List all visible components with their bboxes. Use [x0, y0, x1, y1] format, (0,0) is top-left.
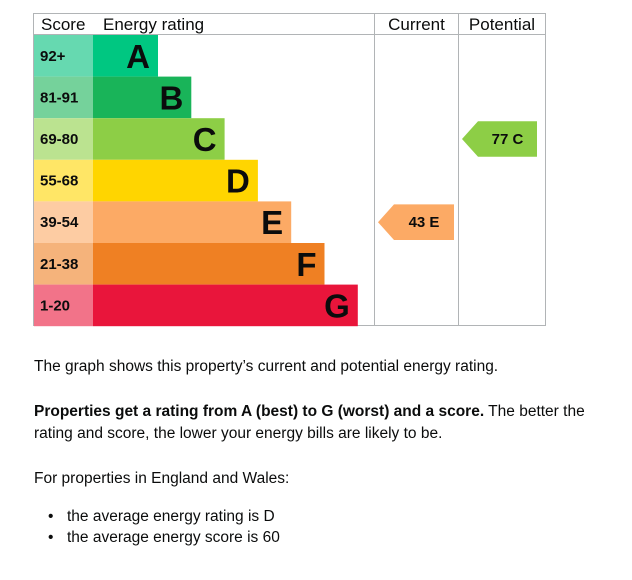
band-bar-g — [93, 284, 358, 327]
chart-description: The graph shows this property’s current … — [34, 358, 499, 375]
band-bar-d — [93, 159, 258, 202]
average-list: the average energy rating is D the avera… — [34, 506, 280, 548]
score-range-c: 69-80 — [40, 131, 78, 148]
rating-bands: 92+ A 81-91 B 69-80 C 55-68 D 39-54 E 21-38 F 1-20 G — [34, 35, 358, 327]
score-cell-a — [34, 35, 93, 77]
region-heading: For properties in England and Wales: — [34, 470, 290, 487]
potential-rating-arrow — [462, 121, 537, 157]
score-range-e: 39-54 — [40, 214, 79, 231]
score-range-a: 92+ — [40, 48, 66, 65]
band-bar-e — [93, 201, 292, 243]
energy-rating-chart: Score Energy rating Current Potential 92… — [33, 13, 546, 327]
score-range-g: 1-20 — [40, 297, 70, 314]
band-bar-f — [93, 243, 325, 285]
current-rating-label: 43 E — [409, 214, 440, 231]
rating-explanation: Properties get a rating from A (best) to… — [34, 401, 594, 445]
score-cell-f — [34, 243, 93, 285]
score-range-d: 55-68 — [40, 173, 78, 190]
score-cell-b — [34, 76, 93, 119]
band-letter-a: A — [126, 38, 150, 75]
header-current: Current — [388, 15, 445, 34]
average-score-item: the average energy score is 60 — [34, 527, 280, 548]
score-cell-e — [34, 201, 93, 243]
score-cell-g — [34, 284, 93, 327]
band-letter-d: D — [226, 163, 250, 200]
score-cell-d — [34, 159, 93, 202]
rating-explanation-rest: The better the rating and score, the low… — [34, 403, 585, 442]
average-rating-item: the average energy rating is D — [34, 506, 280, 527]
score-cell-c — [34, 118, 93, 160]
potential-rating-label: 77 C — [492, 131, 524, 148]
current-rating-arrow — [378, 204, 454, 240]
score-range-f: 21-38 — [40, 256, 78, 273]
band-letter-c: C — [193, 121, 217, 158]
band-letter-e: E — [261, 204, 283, 241]
band-letter-b: B — [159, 79, 183, 116]
band-letter-f: F — [296, 246, 316, 283]
band-bar-a — [93, 35, 158, 77]
rating-explanation-lead: Properties get a rating from A (best) to… — [34, 403, 485, 420]
rating-markers: 43 E 77 C — [378, 121, 537, 240]
band-bar-c — [93, 118, 225, 160]
band-letter-g: G — [324, 287, 350, 324]
score-range-b: 81-91 — [40, 89, 78, 106]
header-potential: Potential — [469, 15, 535, 34]
band-bar-b — [93, 76, 192, 119]
header-energy-rating: Energy rating — [103, 15, 204, 34]
header-score: Score — [41, 15, 85, 34]
